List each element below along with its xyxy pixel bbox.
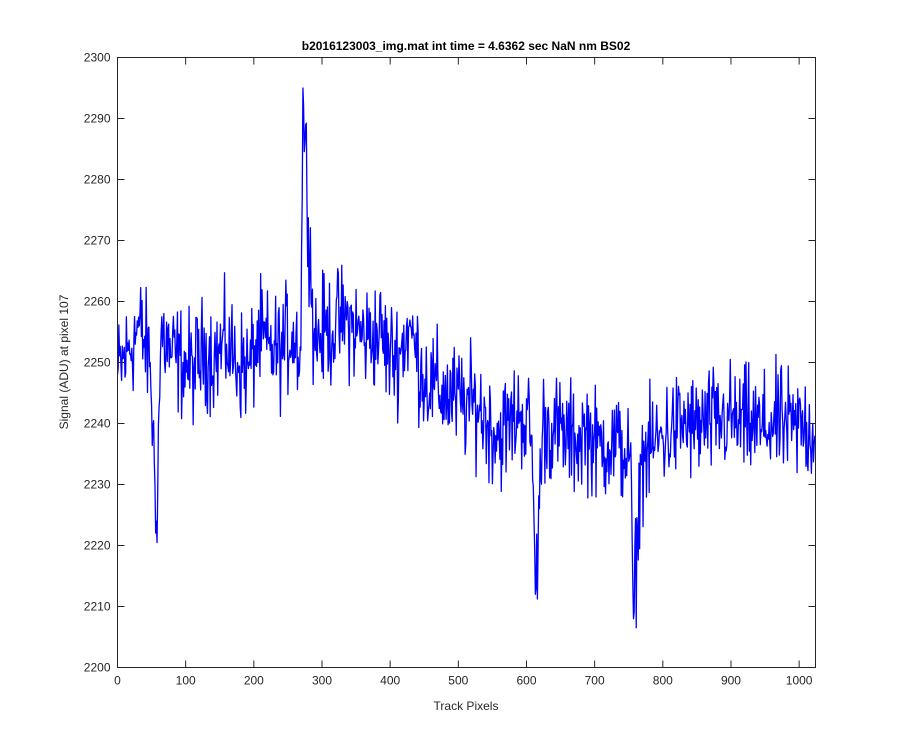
y-tick-label: 2260 — [84, 295, 111, 309]
y-axis-label: Signal (ADU) at pixel 107 — [57, 294, 71, 429]
y-tick-label: 2280 — [84, 173, 111, 187]
y-tick-label: 2290 — [84, 112, 111, 126]
x-tick-label: 300 — [312, 674, 332, 688]
x-tick-label: 100 — [176, 674, 196, 688]
y-tick-label: 2250 — [84, 356, 111, 370]
x-tick-label: 900 — [721, 674, 741, 688]
x-tick-label: 1000 — [786, 674, 813, 688]
y-tick-label: 2300 — [84, 51, 111, 65]
x-tick-label: 600 — [516, 674, 536, 688]
x-tick-label: 500 — [448, 674, 468, 688]
y-tick-label: 2210 — [84, 600, 111, 614]
y-tick-label: 2200 — [84, 661, 111, 675]
series-line — [116, 87, 816, 629]
x-axis-label: Track Pixels — [434, 699, 499, 713]
x-tick-label: 700 — [585, 674, 605, 688]
series-layer — [116, 87, 816, 629]
y-tick-label: 2230 — [84, 478, 111, 492]
x-tick-label: 800 — [653, 674, 673, 688]
x-tick-label: 0 — [114, 674, 121, 688]
y-tick-label: 2220 — [84, 539, 111, 553]
chart-title: b2016123003_img.mat int time = 4.6362 se… — [302, 39, 631, 53]
axes-background — [117, 57, 816, 668]
axes-layer: 0 100 200 300 400 500 600 700 800 900 1000 2200 2210… — [84, 51, 816, 688]
y-tick-label: 2270 — [84, 234, 111, 248]
y-tick-label: 2240 — [84, 417, 111, 431]
x-tick-label: 400 — [380, 674, 400, 688]
x-tick-label: 200 — [244, 674, 264, 688]
